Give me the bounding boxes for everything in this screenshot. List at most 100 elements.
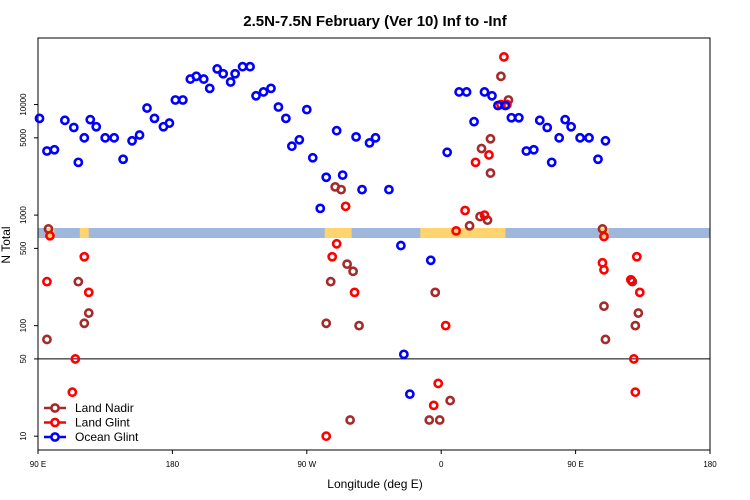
point-land-nadir — [599, 301, 609, 312]
point-land-nadir — [445, 395, 456, 406]
point-ocean-glint — [534, 115, 545, 126]
point-ocean-glint — [331, 125, 342, 136]
point-ocean-glint — [34, 113, 45, 124]
point-ocean-glint — [321, 172, 332, 183]
point-ocean-glint — [301, 104, 312, 115]
point-land-nadir — [434, 415, 445, 425]
point-ocean-glint — [49, 144, 60, 155]
point-land-nadir — [630, 320, 641, 331]
point-land-nadir — [476, 143, 487, 154]
point-ocean-glint — [251, 90, 261, 101]
point-ocean-glint — [134, 130, 145, 140]
point-land-nadir — [496, 71, 506, 82]
point-ocean-glint — [225, 77, 236, 87]
point-ocean-glint — [584, 132, 594, 143]
point-ocean-glint — [170, 95, 181, 105]
point-ocean-glint — [218, 68, 229, 79]
point-land-nadir — [73, 276, 84, 287]
x-tick-label: 90 W — [297, 460, 316, 469]
point-ocean-glint — [42, 146, 52, 156]
point-land-nadir — [345, 415, 356, 425]
plot-frame — [37, 37, 711, 451]
point-land-nadir — [424, 415, 435, 425]
y-tick-label: 100 — [19, 318, 28, 332]
point-land-glint — [327, 251, 338, 262]
y-tick-label: 50 — [19, 354, 28, 363]
point-ocean-glint — [395, 240, 406, 251]
point-ocean-glint — [546, 157, 557, 168]
point-land-nadir — [430, 287, 441, 298]
point-ocean-glint — [79, 132, 90, 143]
point-ocean-glint — [487, 90, 497, 101]
point-land-glint — [331, 238, 342, 249]
point-ocean-glint — [307, 152, 318, 163]
point-land-glint — [321, 431, 332, 442]
point-ocean-glint — [398, 349, 409, 360]
point-ocean-glint — [521, 146, 532, 156]
point-land-glint — [45, 230, 55, 241]
point-land-glint — [440, 320, 451, 331]
y-axis-label: N Total — [0, 226, 13, 263]
point-ocean-glint — [500, 100, 511, 111]
band-land — [420, 228, 506, 238]
point-ocean-glint — [364, 137, 375, 148]
y-tick-label: 10000 — [19, 93, 28, 116]
point-land-glint — [83, 287, 94, 298]
point-ocean-glint — [575, 132, 585, 143]
point-ocean-glint — [85, 114, 96, 125]
point-ocean-glint — [294, 134, 305, 145]
point-land-glint — [451, 225, 462, 236]
point-land-glint — [428, 400, 439, 411]
point-land-glint — [70, 354, 81, 364]
x-tick-label: 90 E — [567, 460, 583, 469]
point-ocean-glint — [68, 122, 79, 133]
point-land-nadir — [42, 334, 52, 345]
point-land-nadir — [325, 276, 336, 287]
point-ocean-glint — [560, 114, 571, 125]
point-ocean-glint — [479, 87, 490, 97]
point-land-nadir — [342, 259, 353, 270]
chart-title: 2.5N-7.5N February (Ver 10) Inf to -Inf — [243, 13, 507, 30]
x-axis-label: Longitude (deg E) — [327, 477, 422, 491]
point-land-glint — [67, 387, 78, 398]
point-ocean-glint — [528, 144, 539, 155]
point-ocean-glint — [258, 87, 269, 97]
point-ocean-glint — [542, 122, 553, 133]
point-land-nadir — [485, 133, 496, 144]
point-ocean-glint — [204, 83, 215, 94]
point-land-glint — [460, 205, 470, 216]
point-ocean-glint — [357, 184, 367, 195]
point-land-glint — [631, 251, 642, 262]
y-tick-label: 5000 — [19, 128, 28, 146]
x-tick-label: 180 — [166, 460, 180, 469]
band-land — [79, 228, 89, 238]
point-ocean-glint — [280, 113, 291, 124]
x-tick-label: 180 — [703, 460, 717, 469]
point-land-glint — [484, 150, 494, 160]
point-land-glint — [630, 387, 641, 398]
point-land-glint — [79, 251, 90, 262]
point-ocean-glint — [461, 87, 472, 97]
point-ocean-glint — [469, 116, 479, 127]
point-ocean-glint — [273, 102, 284, 112]
point-land-glint — [349, 287, 360, 298]
point-land-nadir — [348, 266, 358, 277]
point-ocean-glint — [513, 112, 524, 123]
point-ocean-glint — [566, 121, 577, 132]
point-ocean-glint — [593, 154, 603, 165]
point-ocean-glint — [442, 147, 453, 158]
x-tick-label: 90 E — [30, 460, 46, 469]
point-ocean-glint — [109, 132, 120, 143]
point-ocean-glint — [177, 95, 188, 105]
legend-marker — [50, 417, 60, 428]
point-ocean-glint — [212, 64, 223, 74]
point-ocean-glint — [370, 132, 381, 143]
point-ocean-glint — [100, 132, 111, 143]
point-ocean-glint — [59, 115, 70, 126]
x-tick-label: 0 — [439, 460, 444, 469]
legend-label: Land Nadir — [75, 401, 134, 415]
point-ocean-glint — [237, 61, 248, 72]
point-ocean-glint — [337, 170, 348, 181]
